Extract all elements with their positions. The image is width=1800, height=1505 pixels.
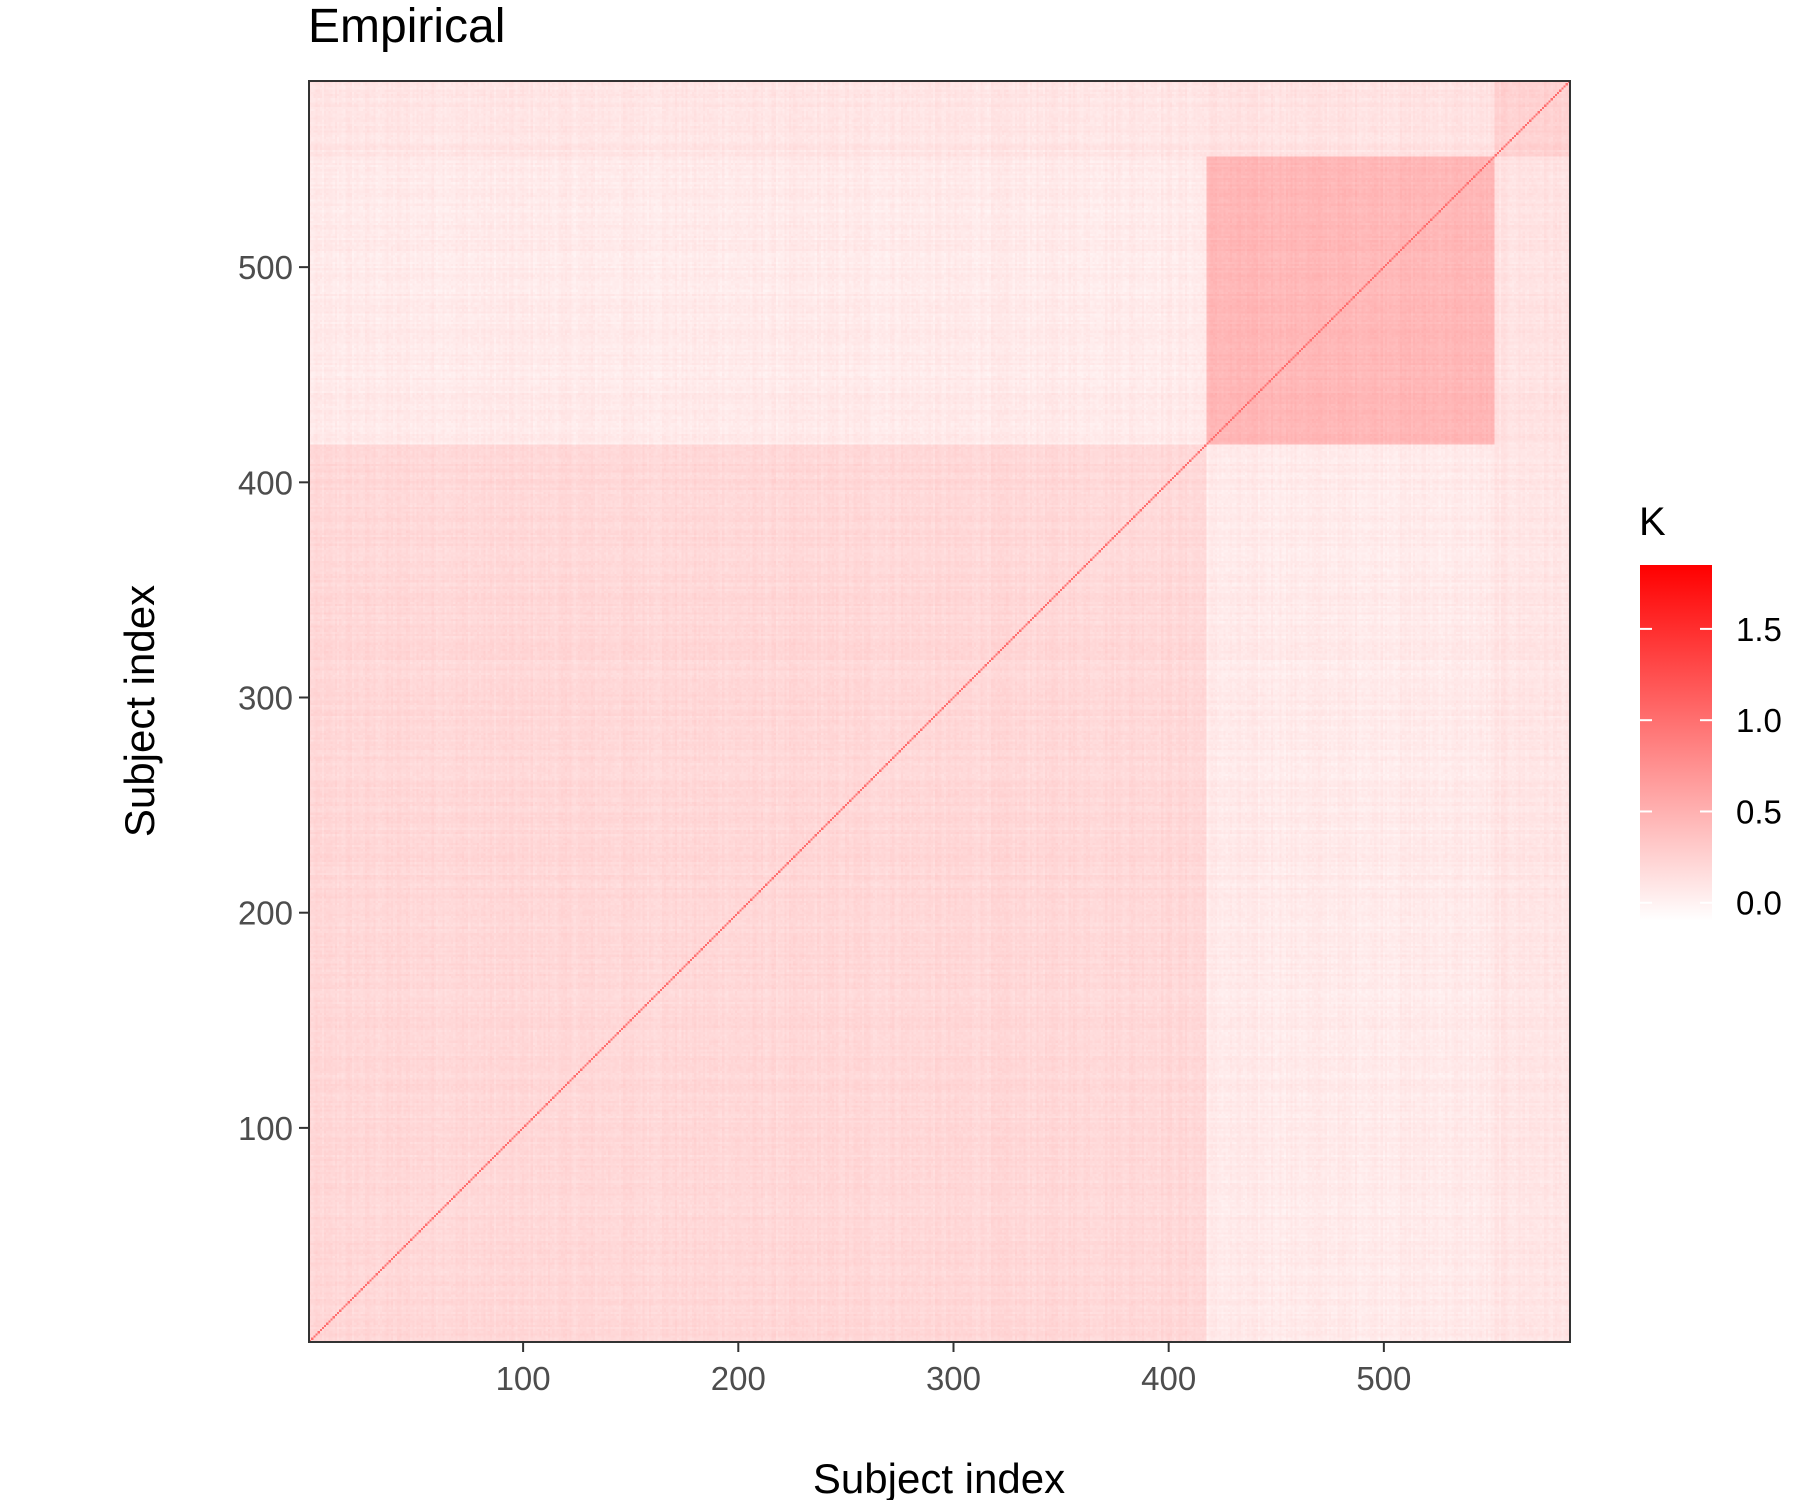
legend-tick-label: 0.5 bbox=[1736, 793, 1782, 830]
plot-border bbox=[308, 80, 1571, 1343]
y-tick-label: 300 bbox=[238, 680, 293, 717]
x-axis: 100 200 300 400 500 bbox=[496, 1342, 1411, 1397]
y-axis-label: Subject index bbox=[116, 585, 163, 837]
legend-colorbar bbox=[1640, 565, 1712, 921]
y-axis: 100 200 300 400 500 bbox=[238, 249, 309, 1147]
color-legend: K 0.0 0.5 1.0 1.5 bbox=[1639, 500, 1782, 922]
heatmap-matrix bbox=[309, 81, 1570, 1342]
chart-title: Empirical bbox=[308, 0, 505, 53]
legend-tick-label: 1.0 bbox=[1736, 702, 1782, 739]
x-tick-label: 300 bbox=[926, 1360, 981, 1397]
y-tick-label: 200 bbox=[238, 895, 293, 932]
y-tick-label: 100 bbox=[238, 1110, 293, 1147]
legend-tick-label: 0.0 bbox=[1736, 885, 1782, 922]
x-tick-label: 400 bbox=[1141, 1360, 1196, 1397]
x-tick-label: 100 bbox=[496, 1360, 551, 1397]
x-tick-label: 200 bbox=[711, 1360, 766, 1397]
legend-ticks: 0.0 0.5 1.0 1.5 bbox=[1640, 611, 1782, 922]
y-tick-label: 400 bbox=[238, 464, 293, 501]
legend-tick-label: 1.5 bbox=[1736, 611, 1782, 648]
y-tick-label: 500 bbox=[238, 249, 293, 286]
plot-area bbox=[308, 80, 1571, 1343]
x-axis-label: Subject index bbox=[813, 1455, 1065, 1500]
x-tick-label: 500 bbox=[1356, 1360, 1411, 1397]
legend-title: K bbox=[1639, 500, 1666, 544]
